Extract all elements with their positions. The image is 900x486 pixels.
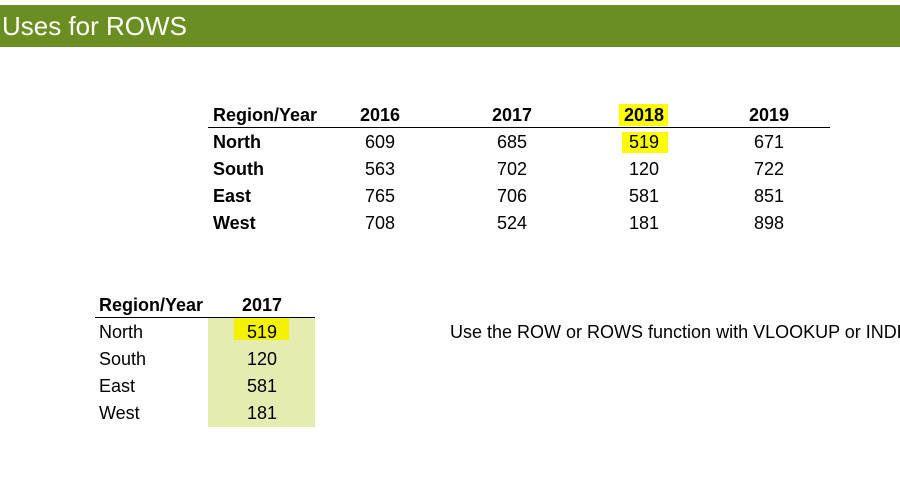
bottom-west-2017[interactable]: 181 (246, 403, 278, 423)
top-row-south-label[interactable]: South (213, 159, 264, 179)
top-west-2018[interactable]: 181 (628, 213, 660, 233)
bottom-row-north-label[interactable]: North (99, 322, 144, 342)
top-header-2017[interactable]: 2017 (491, 105, 533, 125)
top-south-2016[interactable]: 563 (364, 159, 396, 179)
bottom-north-2017[interactable]: 519 (246, 322, 278, 342)
bottom-header-underline (95, 317, 315, 318)
top-south-2017[interactable]: 702 (496, 159, 528, 179)
top-east-2016[interactable]: 765 (364, 186, 396, 206)
bottom-south-2017[interactable]: 120 (246, 349, 278, 369)
top-header-2016[interactable]: 2016 (359, 105, 401, 125)
bottom-header-2017[interactable]: 2017 (241, 295, 283, 315)
top-row-west-label[interactable]: West (213, 213, 256, 233)
highlight-2018-north (622, 132, 668, 153)
bottom-row-west-label[interactable]: West (99, 403, 140, 423)
instruction-note[interactable]: Use the ROW or ROWS function with VLOOKU… (450, 322, 900, 342)
top-east-2019[interactable]: 851 (753, 186, 785, 206)
highlight-2018-header (619, 104, 668, 126)
top-east-2017[interactable]: 706 (496, 186, 528, 206)
top-south-2019[interactable]: 722 (753, 159, 785, 179)
sheet-title: Uses for ROWS (2, 11, 187, 41)
top-header-underline (208, 127, 830, 128)
bottom-row-south-label[interactable]: South (99, 349, 147, 369)
top-west-2016[interactable]: 708 (364, 213, 396, 233)
top-north-2019[interactable]: 671 (753, 132, 785, 152)
bottom-east-2017[interactable]: 581 (246, 376, 278, 396)
top-south-2018[interactable]: 120 (628, 159, 660, 179)
top-north-2018[interactable]: 519 (628, 132, 660, 152)
top-row-east-label[interactable]: East (213, 186, 252, 206)
top-north-2016[interactable]: 609 (364, 132, 396, 152)
top-header-2018[interactable]: 2018 (623, 105, 665, 125)
top-row-north-label[interactable]: North (213, 132, 261, 152)
top-east-2018[interactable]: 581 (628, 186, 660, 206)
sheet-title-banner: Uses for ROWS (0, 5, 900, 47)
bottom-header-region[interactable]: Region/Year (99, 295, 204, 315)
top-west-2017[interactable]: 524 (496, 213, 528, 233)
highlight-bottom-north (234, 318, 289, 340)
top-header-region[interactable]: Region/Year (213, 105, 317, 125)
bottom-row-east-label[interactable]: East (99, 376, 136, 396)
top-header-2019[interactable]: 2019 (748, 105, 790, 125)
top-west-2019[interactable]: 898 (753, 213, 785, 233)
top-north-2017[interactable]: 685 (496, 132, 528, 152)
